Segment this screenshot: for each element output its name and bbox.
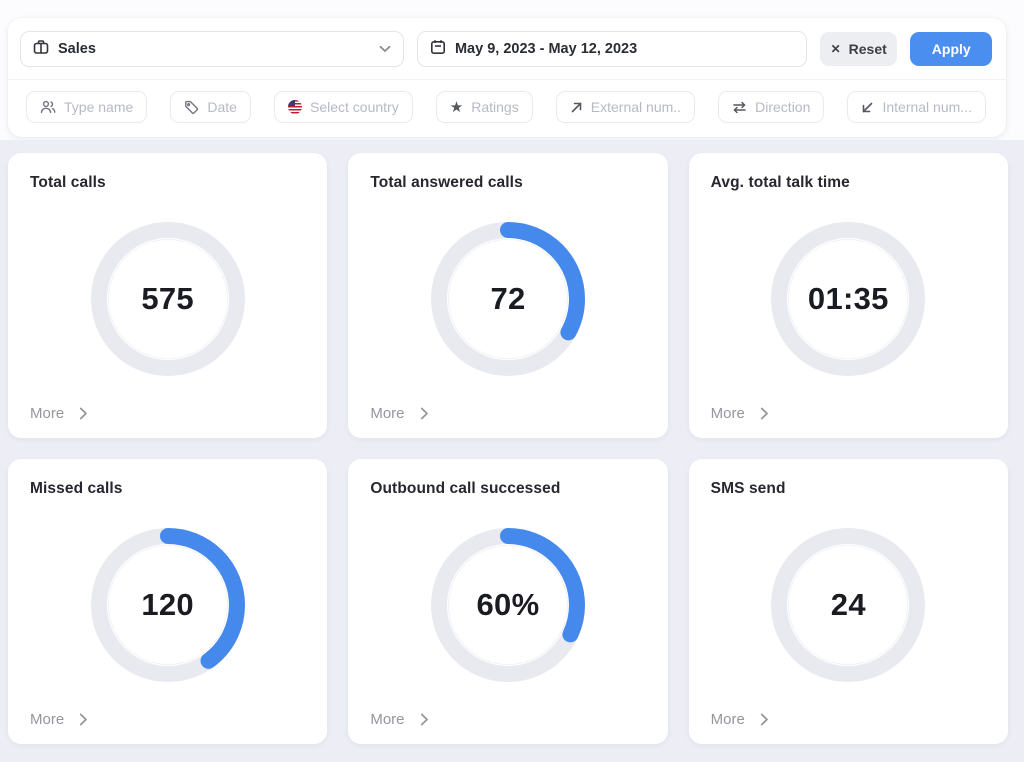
donut-value: 120 [141,586,194,622]
arrows-swap-icon [732,101,747,114]
donut-chart: 60% [430,527,585,682]
more-link-label: More [370,405,405,422]
card-title: Total calls [30,174,106,191]
filter-toolbar: Sales May 9, 2023 - May 12, 2023 ✕ Reset [8,18,1006,137]
kpi-card: Total calls 575 More [8,153,328,438]
more-link-label: More [30,405,65,422]
more-link[interactable]: More [711,711,769,728]
donut-wrap: 60% [370,498,645,711]
donut-chart: 575 [90,221,245,376]
filter-chip-type-name[interactable]: Type name [26,91,148,123]
team-select[interactable]: Sales [20,31,404,67]
more-link[interactable]: More [370,711,428,728]
donut-track [771,527,926,682]
us-flag-icon [288,100,302,114]
donut-chart: 01:35 [771,221,926,376]
donut-inner-ring [447,238,568,359]
donut-track [90,221,245,376]
more-link[interactable]: More [30,405,88,422]
dashboard-main: Total calls 575 More Total answered call… [0,140,1024,762]
more-link[interactable]: More [711,405,769,422]
card-title: SMS send [710,480,786,497]
donut-inner-ring [788,238,909,359]
filter-chip-date[interactable]: Date [170,91,251,123]
more-link[interactable]: More [370,405,428,422]
donut-wrap: 120 [30,498,305,711]
chevron-right-icon [760,713,769,726]
filter-chip-label: External num.. [590,99,682,115]
filter-chip-label: Direction [755,99,811,115]
star-icon: ★ [449,98,464,116]
card-title: Total answered calls [370,174,523,191]
donut-arc [90,527,245,682]
users-icon [40,100,56,114]
filter-chip-internal-number[interactable]: Internal num... [847,91,986,123]
chevron-right-icon [760,407,769,420]
more-link-label: More [370,711,405,728]
close-icon: ✕ [830,42,841,56]
donut-wrap: 24 [711,498,986,711]
donut-value: 60% [476,586,540,622]
donut-inner-ring [788,544,909,665]
calendar-icon [430,39,446,60]
donut-track [771,221,926,376]
arrow-up-right-icon [570,101,583,114]
filter-chip-ratings[interactable]: ★ Ratings [435,91,533,123]
tag-icon [184,100,199,115]
kpi-card: SMS send 24 More [688,459,1008,744]
toolbar-row-primary: Sales May 9, 2023 - May 12, 2023 ✕ Reset [20,31,992,67]
filter-chip-select-country[interactable]: Select country [274,91,413,123]
donut-chart: 24 [771,527,926,682]
briefcase-icon [33,39,49,60]
donut-wrap: 575 [30,192,305,405]
donut-value: 24 [830,586,866,622]
date-range-picker[interactable]: May 9, 2023 - May 12, 2023 [416,31,807,67]
toolbar-row-filters: Type name Date Select country ★ Ratings [20,91,992,125]
donut-inner-ring [107,238,228,359]
filter-chip-label: Ratings [471,99,519,115]
donut-wrap: 72 [370,192,645,405]
apply-button[interactable]: Apply [910,32,992,66]
donut-value: 01:35 [807,280,889,316]
donut-chart: 72 [430,221,585,376]
donut-arc [430,527,585,682]
more-link-label: More [30,711,65,728]
chevron-right-icon [420,713,429,726]
filter-chip-external-number[interactable]: External num.. [555,91,696,123]
chevron-down-icon [379,40,391,58]
donut-inner-ring [107,544,228,665]
filter-chip-label: Date [207,99,237,115]
reset-button-label: Reset [848,41,887,57]
filter-chip-label: Select country [310,99,399,115]
more-link-label: More [710,405,745,422]
apply-button-label: Apply [931,41,971,57]
date-range-value: May 9, 2023 - May 12, 2023 [454,41,638,57]
chevron-right-icon [79,407,88,420]
kpi-card: Avg. total talk time 01:35 More [688,153,1008,438]
kpi-card: Total answered calls 72 More [348,153,668,438]
donut-inner-ring [447,544,568,665]
chevron-right-icon [79,713,88,726]
donut-chart: 120 [90,527,245,682]
donut-arc [430,221,585,376]
card-title: Outbound call successed [370,480,561,497]
donut-value: 575 [141,280,194,316]
filter-chip-label: Internal num... [882,99,972,115]
more-link[interactable]: More [30,711,88,728]
filter-chip-direction[interactable]: Direction [718,91,825,123]
chevron-right-icon [420,407,429,420]
filter-chip-label: Type name [64,99,134,115]
arrow-down-left-icon [861,101,874,114]
kpi-card: Missed calls 120 More [8,459,328,744]
more-link-label: More [710,711,745,728]
donut-wrap: 01:35 [711,192,986,405]
card-title: Avg. total talk time [710,174,850,191]
donut-value: 72 [490,280,526,316]
reset-button[interactable]: ✕ Reset [819,32,898,66]
toolbar-divider [8,79,1006,80]
card-title: Missed calls [30,480,123,497]
team-select-value: Sales [58,41,96,57]
kpi-card: Outbound call successed 60% More [348,459,668,744]
kpi-card-grid: Total calls 575 More Total answered call… [8,153,1008,744]
